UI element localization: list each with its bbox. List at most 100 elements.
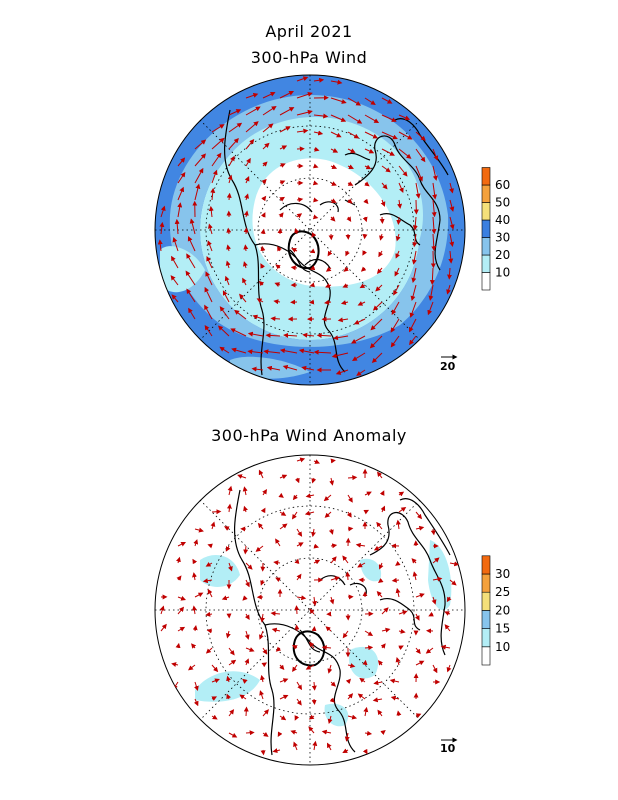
bottom-wind-vector <box>312 596 318 607</box>
bottom-wind-vector <box>225 630 231 639</box>
bottom-wind-vector <box>188 664 196 671</box>
top-wind-vector <box>313 130 324 136</box>
bottom-wind-vector <box>328 528 334 535</box>
top-wind-vector <box>243 210 249 218</box>
bottom-wind-vector <box>296 528 303 537</box>
bottom-wind-vector <box>347 475 358 481</box>
bottom-wind-vector <box>292 644 298 650</box>
top-colorbar-swatch <box>481 219 491 238</box>
top-colorbar-label: 40 <box>495 213 510 227</box>
bottom-wind-vector <box>211 696 218 701</box>
bottom-wind-vector <box>444 611 451 616</box>
top-colorbar-swatch <box>481 237 491 256</box>
bottom-wind-vector <box>193 539 199 547</box>
bottom-wind-vector <box>260 579 265 586</box>
top-wind-vector <box>263 349 281 355</box>
top-wind-vector <box>170 275 179 286</box>
top-wind-vector <box>396 216 402 225</box>
top-wind-vector <box>262 92 276 99</box>
bottom-wind-vector <box>278 492 284 498</box>
top-wind-vector <box>194 183 201 201</box>
top-wind-vector <box>207 240 213 252</box>
bottom-wind-vector <box>415 525 425 531</box>
top-wind-vector <box>204 324 213 337</box>
top-colorbar-swatch <box>481 272 491 291</box>
bottom-wind-vector <box>227 485 233 496</box>
top-wind-vector <box>347 148 356 153</box>
top-wind-vector <box>204 286 213 303</box>
bottom-wind-vector <box>205 561 213 567</box>
top-wind-vector <box>275 264 281 270</box>
top-wind-vector <box>296 109 313 116</box>
top-wind-vectors <box>157 76 455 376</box>
top-wind-vector <box>316 332 332 338</box>
top-wind-vector <box>217 325 230 337</box>
bottom-wind-vector <box>376 471 383 479</box>
top-wind-vector <box>174 218 180 235</box>
top-wind-vector <box>234 309 247 320</box>
bottom-wind-vector <box>363 509 370 515</box>
top-wind-vector <box>244 176 250 184</box>
bottom-wind-vector <box>275 646 282 652</box>
bottom-wind-vector <box>330 543 338 549</box>
bottom-wind-vector <box>364 491 372 497</box>
bottom-wind-vector <box>309 608 315 615</box>
bottom-wind-vector <box>398 610 408 616</box>
bottom-wind-vector <box>347 663 356 668</box>
top-wind-vector <box>262 161 268 167</box>
top-wind-vector <box>409 318 417 333</box>
bottom-wind-vector <box>237 474 247 479</box>
bottom-wind-vector <box>207 588 213 598</box>
top-wind-vector <box>347 198 353 204</box>
bottom-wind-vector <box>376 590 383 598</box>
top-wind-vector <box>277 245 282 252</box>
bottom-wind-vector <box>279 694 289 700</box>
bottom-colorbar-swatch <box>481 610 491 629</box>
bottom-wind-vector <box>296 542 304 547</box>
top-wind-vector <box>227 174 233 184</box>
top-wind-vector <box>347 181 354 186</box>
bottom-wind-vector <box>260 507 266 514</box>
top-wind-vector <box>256 298 264 304</box>
bottom-wind-vector <box>430 528 436 536</box>
top-wind-vector <box>290 265 298 271</box>
top-wind-vector <box>172 236 179 252</box>
bottom-wind-vector <box>347 526 354 532</box>
top-wind-vector <box>337 317 349 323</box>
top-wind-vector <box>251 366 264 372</box>
bottom-wind-vector <box>193 681 199 692</box>
bottom-wind-vector <box>309 641 315 649</box>
bottom-graticule <box>155 455 465 765</box>
bottom-wind-vector <box>395 656 401 666</box>
bottom-colorbar-swatch <box>481 591 491 611</box>
bottom-wind-vector <box>313 543 320 549</box>
top-wind-vector <box>411 250 417 265</box>
bottom-wind-vector <box>245 647 255 652</box>
top-wind-vector <box>381 165 391 173</box>
bottom-wind-vector <box>244 658 250 666</box>
top-wind-vector <box>331 352 349 359</box>
top-colorbar-swatch <box>481 167 491 186</box>
top-wind-vector <box>428 284 434 301</box>
bottom-wind-vector <box>243 505 248 513</box>
top-wind-vector <box>258 280 265 287</box>
bottom-wind-vector <box>242 486 248 496</box>
bottom-wind-vector <box>357 693 366 700</box>
bottom-wind-vector <box>378 562 384 570</box>
top-wind-vector <box>390 335 400 348</box>
top-wind-vector <box>279 91 295 99</box>
bottom-wind-vector <box>313 559 321 565</box>
top-wind-vector <box>324 299 332 305</box>
bottom-wind-vector <box>411 558 417 564</box>
top-wind-vector <box>364 164 372 170</box>
top-wind-vector <box>194 153 206 167</box>
bottom-wind-vector <box>380 505 386 513</box>
bottom-wind-vector <box>228 659 237 666</box>
top-wind-vector <box>398 165 408 177</box>
top-wind-vector <box>231 347 247 354</box>
bottom-wind-vector <box>344 732 350 742</box>
bottom-wind-vector <box>324 511 332 518</box>
bottom-wind-vector <box>415 593 425 598</box>
bottom-wind-vector <box>390 695 400 701</box>
bottom-wind-vector <box>364 630 374 636</box>
